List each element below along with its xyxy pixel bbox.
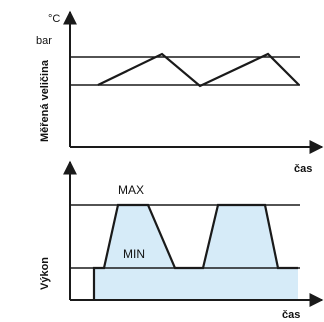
power-area-fill [94, 205, 298, 300]
top-y-axis-label: Měřená veličina [39, 59, 51, 142]
bottom-x-axis-label: čas [282, 309, 300, 321]
unit-bar-label: bar [36, 35, 52, 47]
bottom-chart: MAX MIN Výkon čas [39, 160, 324, 321]
top-chart: °C bar Měřená veličina čas [36, 10, 324, 175]
measured-value-waveform [97, 52, 300, 88]
min-label: MIN [123, 247, 145, 261]
power-waveform [92, 203, 298, 300]
top-x-axis-label: čas [294, 163, 312, 175]
max-label: MAX [118, 183, 144, 197]
bottom-y-axis-label: Výkon [39, 257, 51, 290]
unit-celsius-label: °C [48, 13, 60, 25]
